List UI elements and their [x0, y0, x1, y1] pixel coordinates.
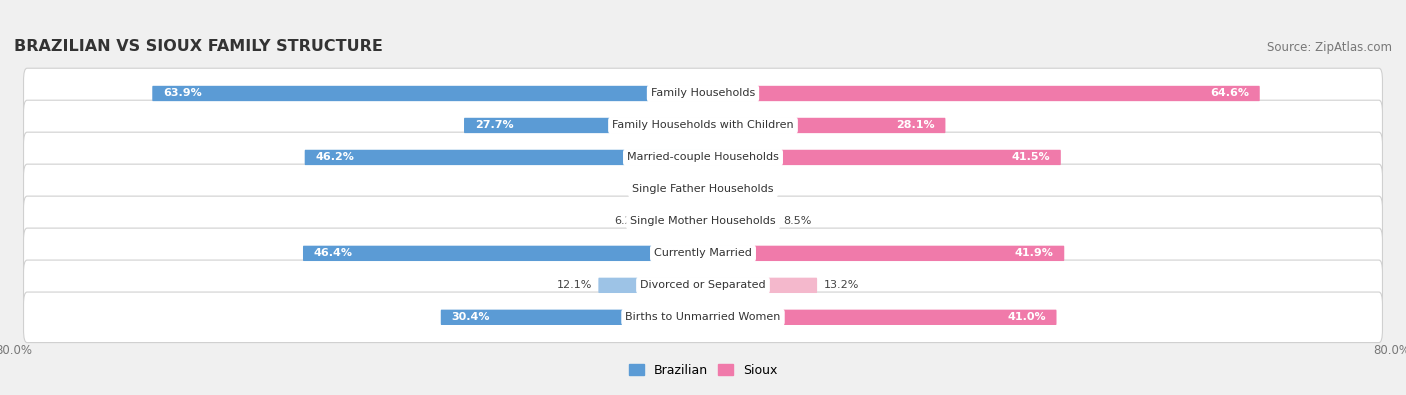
- Text: 30.4%: 30.4%: [451, 312, 491, 322]
- FancyBboxPatch shape: [703, 118, 945, 133]
- Text: 64.6%: 64.6%: [1211, 88, 1249, 98]
- Text: Currently Married: Currently Married: [654, 248, 752, 258]
- Text: 63.9%: 63.9%: [163, 88, 202, 98]
- FancyBboxPatch shape: [703, 278, 817, 293]
- FancyBboxPatch shape: [24, 100, 1382, 151]
- Text: BRAZILIAN VS SIOUX FAMILY STRUCTURE: BRAZILIAN VS SIOUX FAMILY STRUCTURE: [14, 39, 382, 53]
- Text: Married-couple Households: Married-couple Households: [627, 152, 779, 162]
- FancyBboxPatch shape: [24, 68, 1382, 119]
- Text: Single Mother Households: Single Mother Households: [630, 216, 776, 226]
- FancyBboxPatch shape: [703, 182, 733, 197]
- Text: 41.9%: 41.9%: [1015, 248, 1053, 258]
- Text: 6.2%: 6.2%: [614, 216, 643, 226]
- Text: 12.1%: 12.1%: [557, 280, 592, 290]
- Text: 46.4%: 46.4%: [314, 248, 353, 258]
- Text: Family Households: Family Households: [651, 88, 755, 98]
- Text: Single Father Households: Single Father Households: [633, 184, 773, 194]
- FancyBboxPatch shape: [703, 150, 1060, 165]
- Text: 46.2%: 46.2%: [315, 152, 354, 162]
- Text: 8.5%: 8.5%: [783, 216, 811, 226]
- FancyBboxPatch shape: [703, 310, 1056, 325]
- Text: 2.2%: 2.2%: [648, 184, 678, 194]
- Text: 41.5%: 41.5%: [1011, 152, 1050, 162]
- Text: 41.0%: 41.0%: [1007, 312, 1046, 322]
- FancyBboxPatch shape: [703, 246, 1064, 261]
- FancyBboxPatch shape: [599, 278, 703, 293]
- FancyBboxPatch shape: [24, 292, 1382, 342]
- Text: Source: ZipAtlas.com: Source: ZipAtlas.com: [1267, 41, 1392, 53]
- FancyBboxPatch shape: [152, 86, 703, 101]
- FancyBboxPatch shape: [24, 196, 1382, 246]
- FancyBboxPatch shape: [302, 246, 703, 261]
- FancyBboxPatch shape: [24, 228, 1382, 278]
- Text: Births to Unmarried Women: Births to Unmarried Women: [626, 312, 780, 322]
- FancyBboxPatch shape: [683, 182, 703, 197]
- FancyBboxPatch shape: [24, 164, 1382, 214]
- FancyBboxPatch shape: [24, 260, 1382, 310]
- FancyBboxPatch shape: [305, 150, 703, 165]
- Text: 13.2%: 13.2%: [824, 280, 859, 290]
- FancyBboxPatch shape: [703, 214, 776, 229]
- FancyBboxPatch shape: [703, 86, 1260, 101]
- FancyBboxPatch shape: [650, 214, 703, 229]
- Text: Family Households with Children: Family Households with Children: [612, 120, 794, 130]
- Text: 28.1%: 28.1%: [896, 120, 935, 130]
- Text: 27.7%: 27.7%: [475, 120, 513, 130]
- FancyBboxPatch shape: [24, 132, 1382, 183]
- Text: Divorced or Separated: Divorced or Separated: [640, 280, 766, 290]
- Legend: Brazilian, Sioux: Brazilian, Sioux: [624, 359, 782, 382]
- Text: 3.3%: 3.3%: [738, 184, 766, 194]
- FancyBboxPatch shape: [464, 118, 703, 133]
- FancyBboxPatch shape: [440, 310, 703, 325]
